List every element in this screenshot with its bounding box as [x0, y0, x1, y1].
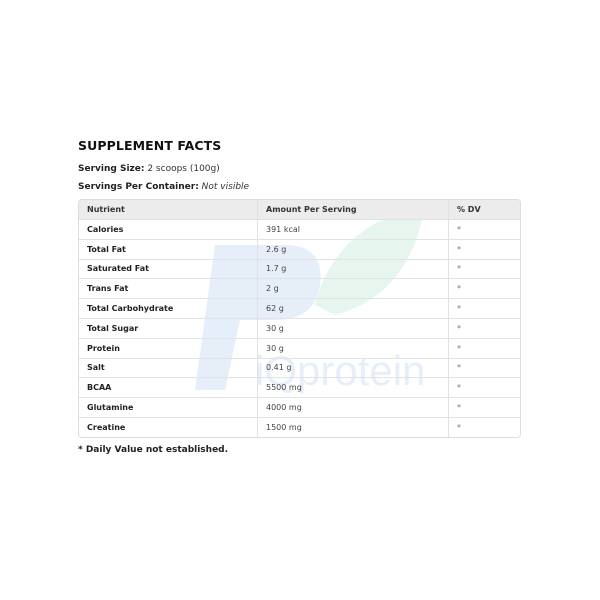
servings-per-container: Servings Per Container: Not visible: [78, 182, 250, 192]
nutrient-cell: Creatine: [79, 417, 258, 437]
amount-cell: 62 g: [257, 298, 449, 319]
table-header-row: Nutrient Amount Per Serving % DV: [79, 200, 520, 220]
amount-cell: 391 kcal: [257, 219, 449, 240]
dv-cell: *: [448, 318, 520, 339]
nutrient-cell: Salt: [79, 358, 258, 379]
amount-cell: 2.6 g: [257, 239, 449, 260]
amount-cell: 30 g: [257, 338, 449, 359]
header-dv: % DV: [448, 200, 520, 220]
table-row: Total Carbohydrate 62 g *: [79, 298, 520, 319]
table-row: Total Sugar 30 g *: [79, 318, 520, 339]
dv-cell: *: [448, 259, 520, 280]
table-row: Creatine 1500 mg *: [79, 417, 520, 437]
amount-cell: 5500 mg: [257, 377, 449, 399]
amount-cell: 1.7 g: [257, 259, 449, 280]
amount-cell: 2 g: [257, 278, 449, 300]
dv-cell: *: [448, 219, 520, 240]
nutrient-cell: Trans Fat: [79, 278, 258, 300]
nutrient-cell: Calories: [79, 219, 258, 240]
nutrient-cell: Saturated Fat: [79, 259, 258, 280]
table-row: Calories 391 kcal *: [79, 219, 520, 240]
amount-cell: 1500 mg: [257, 417, 449, 437]
dv-cell: *: [448, 278, 520, 300]
table-row: Total Fat 2.6 g *: [79, 239, 520, 260]
dv-cell: *: [457, 422, 461, 432]
amount-cell: 30 g: [257, 318, 449, 339]
table-row: Glutamine 4000 mg *: [79, 397, 520, 418]
nutrient-cell: Protein: [79, 338, 258, 359]
supplement-facts-header: SUPPLEMENT FACTS Serving Size: 2 scoops …: [78, 138, 520, 192]
nutrient-cell: Total Sugar: [79, 318, 258, 339]
page-title: SUPPLEMENT FACTS: [78, 138, 222, 153]
table-row: BCAA 5500 mg *: [79, 377, 520, 399]
table-row: Protein 30 g *: [79, 338, 520, 359]
dv-cell: *: [448, 377, 520, 399]
supplement-facts-table: Nutrient Amount Per Serving % DV Calorie…: [78, 199, 521, 438]
nutrient-cell: BCAA: [79, 377, 258, 399]
dv-cell: *: [448, 358, 520, 379]
nutrient-cell: Total Carbohydrate: [79, 298, 258, 319]
header-nutrient: Nutrient: [79, 200, 258, 220]
header-amount: Amount Per Serving: [257, 200, 449, 220]
serving-size: Serving Size: 2 scoops (100g): [78, 164, 220, 174]
dv-cell: *: [448, 338, 520, 359]
dv-cell: *: [448, 397, 520, 418]
amount-cell: 4000 mg: [257, 397, 449, 418]
dv-cell: *: [448, 298, 520, 319]
table-row: Salt 0.41 g *: [79, 358, 520, 379]
table-row: Saturated Fat 1.7 g *: [79, 259, 520, 280]
amount-cell: 0.41 g: [257, 358, 449, 379]
nutrient-cell: Glutamine: [79, 397, 258, 418]
nutrient-cell: Total Fat: [79, 239, 258, 260]
dv-cell: *: [448, 239, 520, 260]
footnote: * Daily Value not established.: [78, 445, 229, 455]
table-row: Trans Fat 2 g *: [79, 278, 520, 300]
